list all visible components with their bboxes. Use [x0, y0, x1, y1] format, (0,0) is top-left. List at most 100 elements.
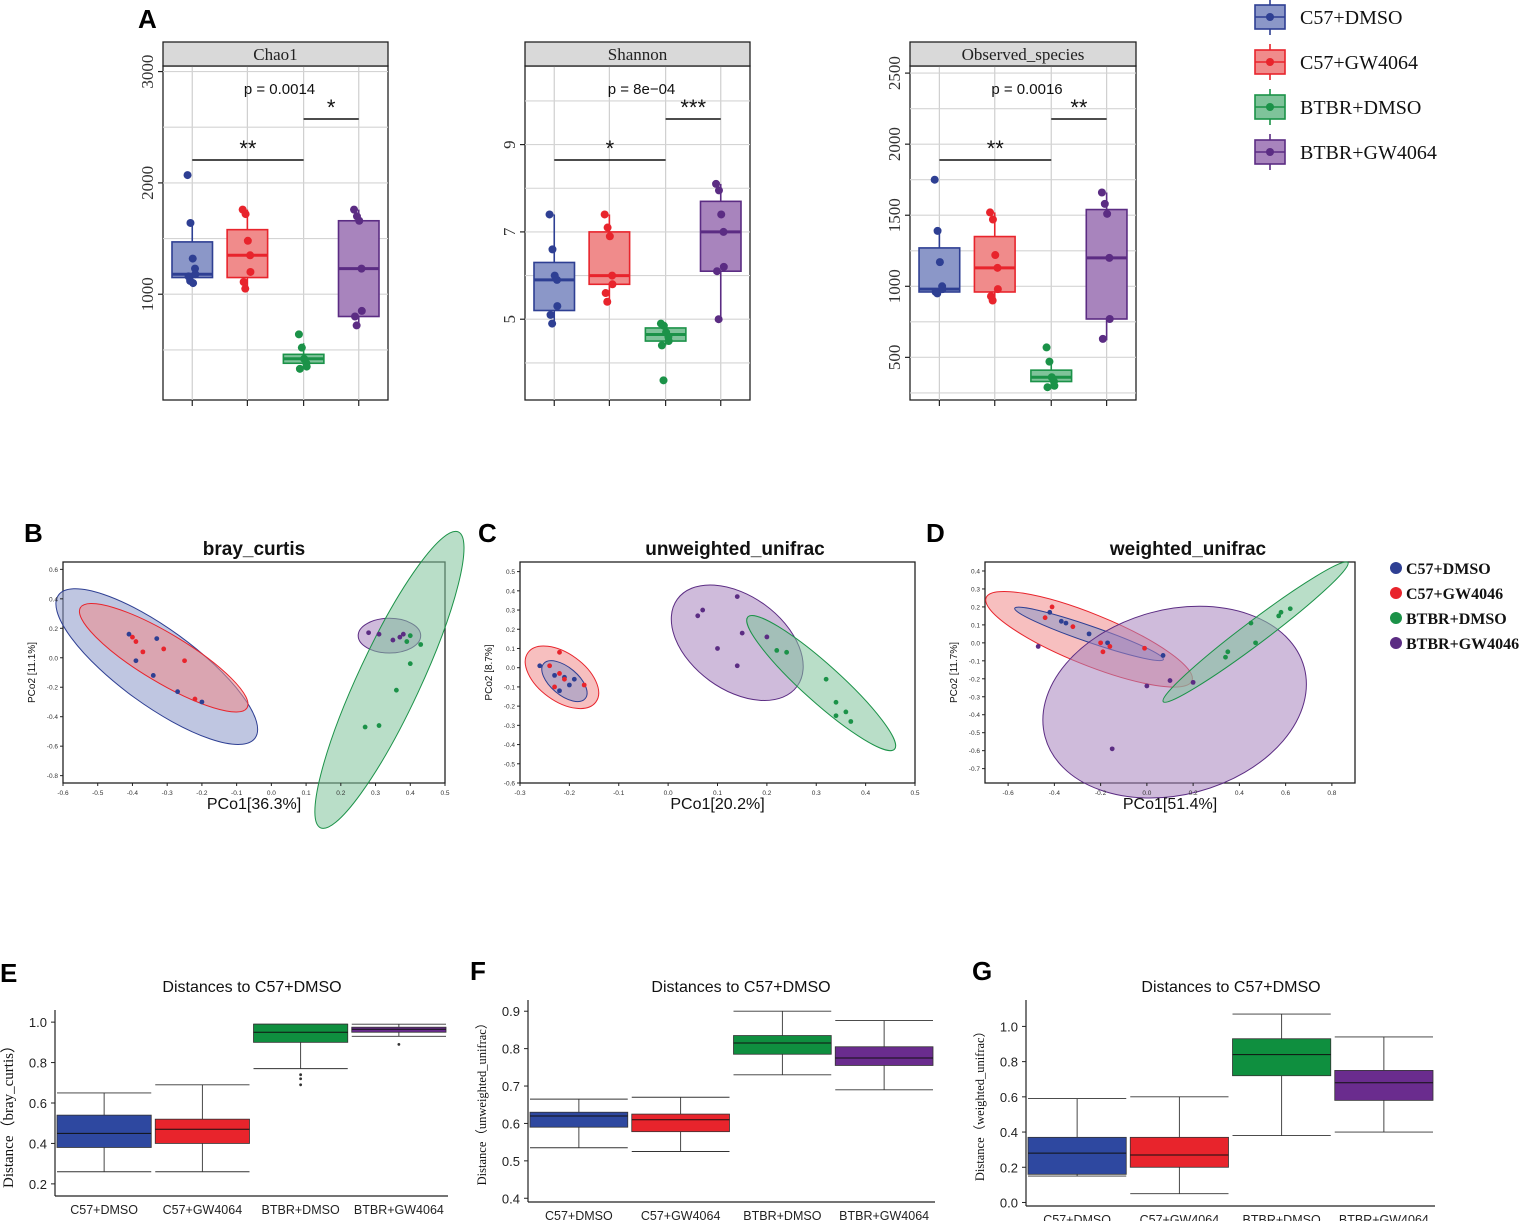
data-point [933, 226, 942, 235]
legend-dot [1390, 587, 1402, 599]
x-tick-label: -0.4 [127, 790, 139, 797]
y-tick-label: 0.7 [502, 1079, 520, 1094]
data-point [546, 310, 555, 319]
chart-title: weighted_unifrac [1109, 539, 1267, 560]
data-point [297, 343, 306, 352]
y-tick-label: -0.1 [504, 684, 516, 691]
p-value-label: p = 0.0014 [244, 81, 315, 98]
y-tick-label: 0.9 [502, 1004, 520, 1019]
pcoa-chart-weighted_unifrac: weighted_unifrac -0.6 -0.4 -0.2 0.0 0.2 0.4 0.6… [949, 539, 1356, 813]
legend-b-entry: C57+GW4046 [1390, 586, 1503, 603]
data-point [545, 210, 554, 219]
data-point [657, 341, 666, 350]
x-tick-label: 0.5 [440, 790, 449, 797]
sample-point [1100, 649, 1106, 655]
sample-point [1167, 678, 1173, 683]
sample-point [1098, 640, 1104, 646]
data-point [991, 251, 1000, 260]
x-tick-label: -0.3 [514, 790, 526, 797]
x-tick-label: 0.0 [267, 790, 276, 797]
sample-point [1160, 653, 1166, 658]
sample-point [764, 634, 770, 640]
sample-point [154, 636, 160, 642]
legend-dot [1266, 103, 1274, 111]
sig-marker: ** [1070, 95, 1088, 120]
panel-letter-b: B [24, 518, 43, 548]
data-point [1042, 343, 1051, 352]
y-axis-label: PCo2 [11.1%] [27, 642, 38, 703]
x-tick-label: BTBR+DMSO [1243, 1213, 1321, 1221]
distance-box [631, 1113, 730, 1133]
y-tick-label: -0.2 [969, 676, 981, 683]
x-tick-label: C57+DMSO [545, 1209, 613, 1221]
y-tick-label: -0.2 [504, 704, 516, 711]
y-axis-label: Distance（bray_curtis） [0, 1038, 17, 1188]
sample-point [537, 663, 543, 669]
data-point [659, 376, 668, 385]
data-point [352, 321, 361, 330]
sample-point [1278, 609, 1284, 615]
legend-b-entry: BTBR+DMSO [1390, 611, 1507, 628]
data-point [664, 337, 673, 346]
x-tick-label: -0.5 [92, 790, 104, 797]
sample-point [133, 658, 139, 664]
x-tick-label: -0.1 [613, 790, 625, 797]
data-point [243, 236, 252, 245]
x-tick-label: BTBR+DMSO [743, 1209, 821, 1221]
legend-label: BTBR+GW4046 [1406, 636, 1519, 653]
y-tick-label: 0.0 [1000, 1195, 1018, 1210]
data-point [357, 306, 366, 315]
distance-box [529, 1111, 629, 1128]
y-tick-label: 0.4 [506, 588, 515, 595]
sample-point [161, 646, 167, 652]
y-tick-label: 0.4 [29, 1136, 47, 1151]
y-tick-label: -0.4 [47, 714, 59, 721]
facet-title: Shannon [608, 45, 668, 64]
sig-marker: ** [239, 136, 257, 161]
data-point [241, 210, 250, 219]
y-tick-label: 500 [885, 345, 904, 371]
distance-chart-e: Distances to C57+DMSO 0.2 0.4 0.6 0.8 1.0 C57+… [0, 979, 448, 1217]
sample-point [393, 687, 399, 693]
y-tick-label: -0.3 [504, 723, 516, 730]
y-tick-label: -0.4 [969, 712, 981, 719]
data-point [603, 223, 612, 232]
data-point [239, 277, 248, 286]
y-tick-label: 0.5 [506, 569, 515, 576]
sample-point [581, 682, 587, 688]
legend-a-entry: BTBR+DMSO [1254, 89, 1421, 125]
sample-point [843, 709, 849, 715]
data-point [988, 215, 997, 224]
sig-marker: *** [680, 95, 706, 120]
sample-point [1144, 683, 1150, 689]
y-tick-label: -0.5 [504, 761, 516, 768]
outlier-point [299, 1077, 303, 1081]
x-tick-label: C57+GW4064 [1140, 1213, 1220, 1221]
data-point [302, 362, 311, 371]
sample-point [833, 699, 839, 705]
x-tick-label: BTBR+GW4064 [354, 1203, 444, 1217]
outlier-point [299, 1073, 303, 1077]
x-tick-label: 0.2 [762, 790, 771, 797]
panel-letter-g: G [972, 956, 992, 986]
panel-letter-f: F [470, 956, 486, 986]
pcoa-chart-unweighted_unifrac: unweighted_unifrac -0.3 -0.2 -0.1 0.0 0.1 0.2 0… [484, 539, 920, 813]
y-tick-label: 0.2 [49, 626, 58, 633]
y-tick-label: 0.2 [971, 604, 980, 611]
data-point [713, 267, 722, 276]
data-point [714, 186, 723, 195]
sample-point [557, 688, 562, 694]
y-tick-label: -0.6 [969, 748, 981, 755]
x-tick-label: -0.2 [564, 790, 576, 797]
legend-label: C57+DMSO [1300, 7, 1402, 29]
x-tick-label: 0.4 [406, 790, 415, 797]
data-point [183, 171, 192, 180]
x-tick-label: 0.4 [1235, 790, 1244, 797]
x-tick-label: -0.2 [1095, 790, 1107, 797]
sample-point [140, 649, 146, 655]
y-tick-label: 1.0 [1000, 1019, 1018, 1034]
sample-point [734, 663, 740, 669]
data-point [608, 280, 617, 289]
panels-b-c-d-pcoa: bray_curtis -0.6 -0.5 -0.4 -0.3 -0.2 -0.1 0.0 0.… [27, 530, 1356, 829]
